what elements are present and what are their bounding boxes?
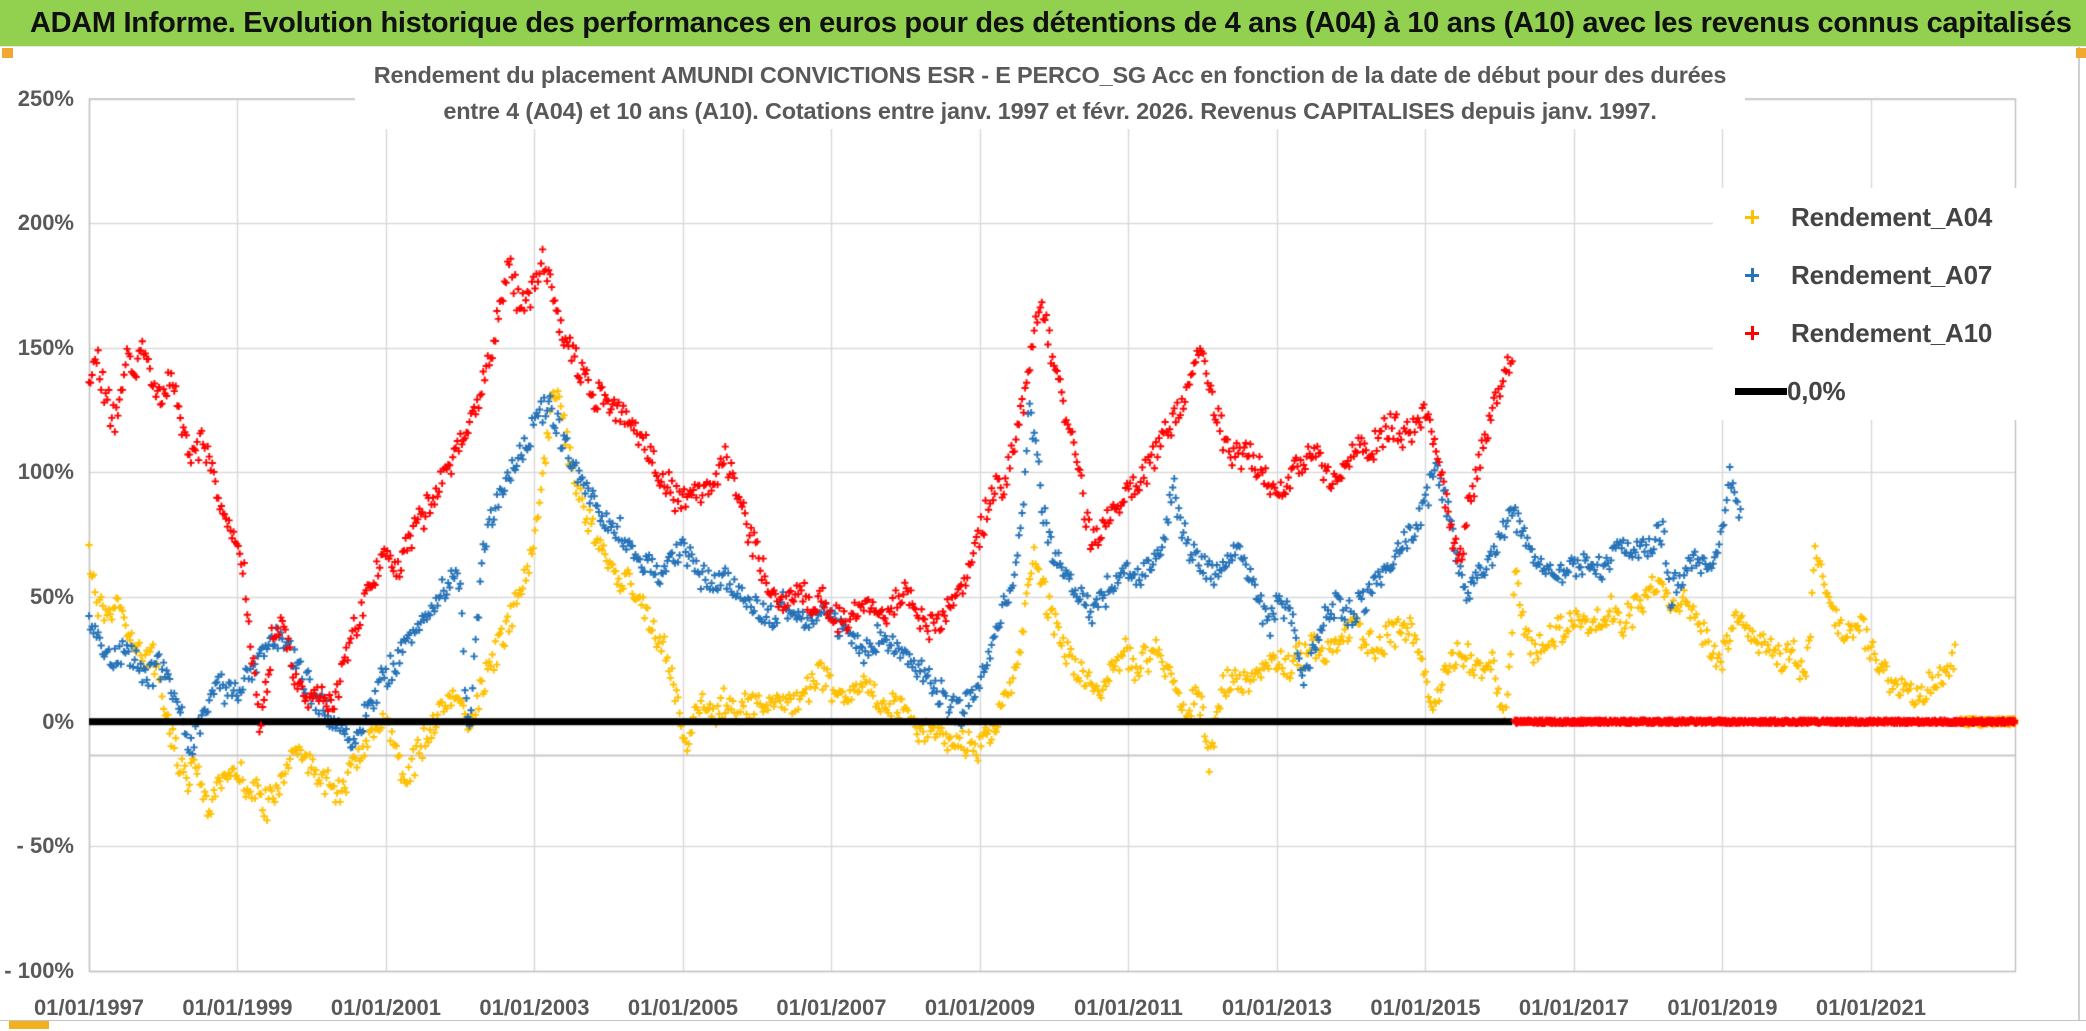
x-axis-label: 01/01/2011 xyxy=(1074,995,1183,1020)
y-axis-label: 150% xyxy=(17,334,74,360)
legend-item-rendement-a04: Rendement_A04 xyxy=(1713,188,2045,246)
legend-label: 0,0% xyxy=(1787,375,1846,406)
legend-item-rendement-a10: Rendement_A10 xyxy=(1713,304,2045,362)
x-axis-label: 01/01/1997 xyxy=(33,995,145,1020)
legend-label: Rendement_A04 xyxy=(1791,201,1993,232)
report-title: ADAM Informe. Evolution historique des p… xyxy=(30,6,2072,39)
legend-label: Rendement_A10 xyxy=(1791,317,1993,348)
x-axis-label: 01/01/2013 xyxy=(1221,995,1333,1020)
chart-frame-bottom-border xyxy=(0,1020,2086,1021)
chart-title-line1: Rendement du placement AMUNDI CONVICTION… xyxy=(373,62,1727,88)
orange-accent-top-right xyxy=(2076,48,2086,58)
x-axis-label: 01/01/2007 xyxy=(776,995,887,1020)
legend-label: Rendement_A07 xyxy=(1791,259,1993,290)
orange-accent-bottom-left xyxy=(9,1021,49,1029)
x-axis-label: 01/01/2003 xyxy=(479,995,590,1020)
legend-plus-marker-icon xyxy=(1713,326,1791,340)
chart-title-line2: entre 4 (A04) et 10 ans (A10). Cotations… xyxy=(443,98,1657,124)
orange-accent-top-left xyxy=(2,48,13,58)
plus-marker-icon xyxy=(1745,326,1759,340)
legend-item-0-0-: 0,0% xyxy=(1713,362,2045,420)
y-axis-label: - 50% xyxy=(16,833,74,859)
y-axis-label: 100% xyxy=(17,459,74,485)
y-axis-label: 250% xyxy=(17,85,74,111)
x-axis-label: 01/01/1999 xyxy=(182,995,293,1020)
x-axis-label: 01/01/2019 xyxy=(1667,995,1778,1020)
x-axis-label: 01/01/2005 xyxy=(627,995,739,1020)
chart-frame-right-border xyxy=(2078,47,2080,1020)
legend-line-swatch xyxy=(1735,387,1787,395)
x-axis-label: 01/01/2017 xyxy=(1518,995,1629,1020)
plus-marker-icon xyxy=(1745,268,1759,282)
y-axis-label: - 100% xyxy=(4,958,74,983)
y-axis-label: 0% xyxy=(42,708,74,734)
x-axis-label: 01/01/2015 xyxy=(1370,995,1481,1020)
y-axis-label: 200% xyxy=(17,210,74,236)
legend-plus-marker-icon xyxy=(1713,210,1791,224)
legend-item-rendement-a07: Rendement_A07 xyxy=(1713,246,2045,304)
chart-legend: Rendement_A04 Rendement_A07 Rendement_A10 0… xyxy=(1713,188,2045,420)
legend-plus-marker-icon xyxy=(1713,268,1791,282)
report-title-bar: ADAM Informe. Evolution historique des p… xyxy=(0,0,2086,47)
chart-title: Rendement du placement AMUNDI CONVICTION… xyxy=(355,57,1745,129)
x-axis-label: 01/01/2001 xyxy=(330,995,442,1020)
y-axis-label: 50% xyxy=(29,584,74,610)
x-axis-label: 01/01/2009 xyxy=(924,995,1036,1020)
x-axis-label: 01/01/2021 xyxy=(1815,995,1926,1020)
plus-marker-icon xyxy=(1745,210,1759,224)
